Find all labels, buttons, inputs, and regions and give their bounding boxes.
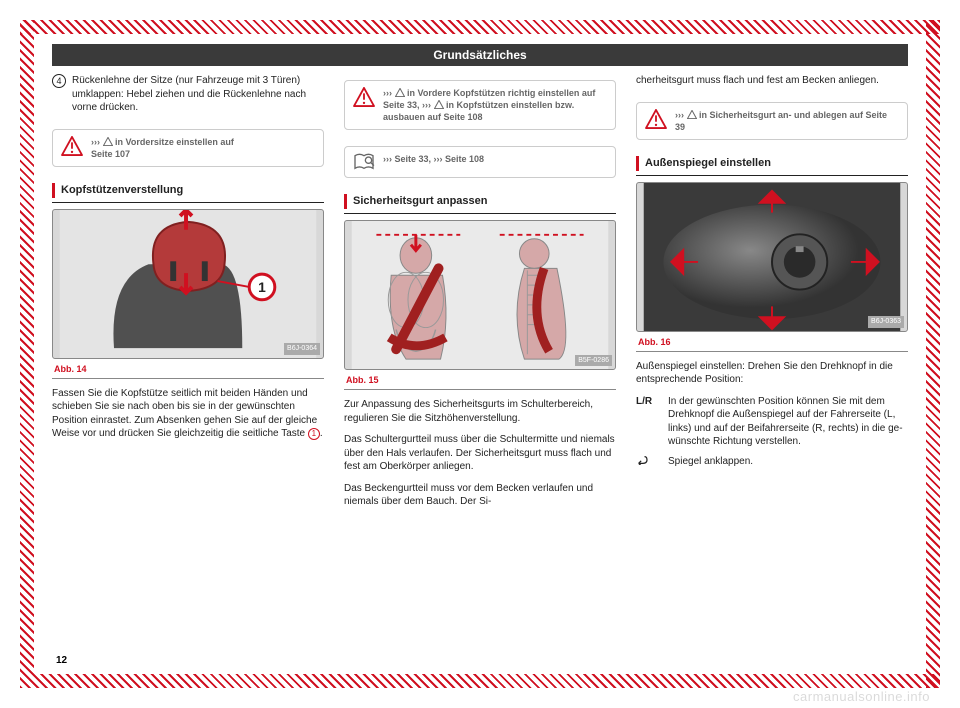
watermark: carmanualsonline.info	[793, 689, 930, 704]
svg-text:1: 1	[258, 279, 266, 295]
definition-fold: Spiegel anklappen.	[636, 455, 908, 469]
warning-icon-inline	[434, 100, 444, 109]
section-underline	[636, 175, 908, 176]
headrest-instructions: Fassen Sie die Kopfstütze seitlich mit b…	[52, 387, 324, 441]
section-heading-mirror: Außenspiegel einstellen	[636, 156, 908, 171]
figure-14-drawing: 1	[53, 210, 323, 358]
reference-text: ››› in Vordere Kopfstützen richtig ein­s…	[383, 87, 607, 123]
reference-text: ››› Seite 33, ››› Seite 108	[383, 153, 607, 165]
section-heading-headrest: Kopfstützenverstellung	[52, 183, 324, 198]
seatbelt-text-2: Das Schultergurtteil muss über die Schul…	[344, 433, 616, 474]
seatbelt-text-3: Das Beckengurtteil muss vor dem Becken v…	[344, 482, 616, 509]
reference-box-pages: ››› Seite 33, ››› Seite 108	[344, 146, 616, 178]
figure-14-caption: Abb. 14	[52, 361, 324, 379]
figure-16-caption: Abb. 16	[636, 334, 908, 352]
page-border-right	[926, 20, 940, 688]
warning-icon	[61, 136, 83, 156]
figure-16: B6J-0363	[636, 182, 908, 332]
def-fold: Spiegel anklappen.	[668, 455, 753, 469]
warning-icon-inline	[395, 88, 405, 97]
book-icon	[353, 153, 375, 171]
warning-icon-inline	[103, 137, 113, 146]
column-1: 4 Rückenlehne der Sitze (nur Fahrzeuge m…	[52, 74, 324, 664]
seatbelt-continuation: cherheitsgurt muss flach und fest am Bec…	[636, 74, 908, 88]
warning-icon	[645, 109, 667, 129]
page-header: Grundsätzliches	[52, 44, 908, 66]
page-content: Grundsätzliches 4 Rückenlehne der Sitze …	[52, 44, 908, 664]
figure-15: B5F-0286	[344, 220, 616, 370]
column-2: ››› in Vordere Kopfstützen richtig ein­s…	[344, 74, 616, 664]
reference-box-belt: ››› in Sicherheitsgurt an- und ablegen a…	[636, 102, 908, 140]
reference-box-seats: ››› in Vordersitze einstellen auf Seite …	[52, 129, 324, 167]
item-number-4: 4	[52, 74, 66, 88]
inline-marker-1: 1	[308, 428, 320, 440]
figure-15-code: B5F-0286	[575, 355, 612, 366]
figure-14: 1 B6J-0364	[52, 209, 324, 359]
figure-14-code: B6J-0364	[284, 343, 320, 354]
column-3: cherheitsgurt muss flach und fest am Bec…	[636, 74, 908, 664]
reference-text: ››› in Vordersitze einstellen auf Seite …	[91, 136, 315, 160]
mirror-intro: Außenspiegel einstellen: Drehen Sie den …	[636, 360, 908, 387]
fold-mirror-icon	[636, 455, 648, 465]
section-underline	[344, 213, 616, 214]
warning-icon-inline	[687, 110, 697, 119]
reference-text: ››› in Sicherheitsgurt an- und ablegen a…	[675, 109, 899, 133]
reference-box-headrest: ››› in Vordere Kopfstützen richtig ein­s…	[344, 80, 616, 130]
figure-16-code: B6J-0363	[868, 316, 904, 327]
term-lr: L/R	[636, 395, 660, 449]
page-border-top	[20, 20, 940, 34]
figure-15-caption: Abb. 15	[344, 372, 616, 390]
section-heading-seatbelt: Sicherheitsgurt anpassen	[344, 194, 616, 209]
content-columns: 4 Rückenlehne der Sitze (nur Fahrzeuge m…	[52, 74, 908, 664]
figure-16-drawing	[637, 183, 907, 331]
def-lr: In der gewünschten Position können Sie m…	[668, 395, 908, 449]
item-text-4: Rückenlehne der Sitze (nur Fahrzeuge mit…	[72, 74, 324, 115]
page-border-left	[20, 20, 34, 688]
fold-icon	[636, 455, 660, 469]
section-underline	[52, 202, 324, 203]
warning-icon	[353, 87, 375, 107]
definition-lr: L/R In der gewünschten Position können S…	[636, 395, 908, 449]
seatbelt-text-1: Zur Anpassung des Sicherheitsgurts im Sc…	[344, 398, 616, 425]
page-number: 12	[56, 655, 67, 666]
list-item-4: 4 Rückenlehne der Sitze (nur Fahrzeuge m…	[52, 74, 324, 115]
figure-15-drawing	[345, 221, 615, 369]
page-border-bottom	[20, 674, 940, 688]
